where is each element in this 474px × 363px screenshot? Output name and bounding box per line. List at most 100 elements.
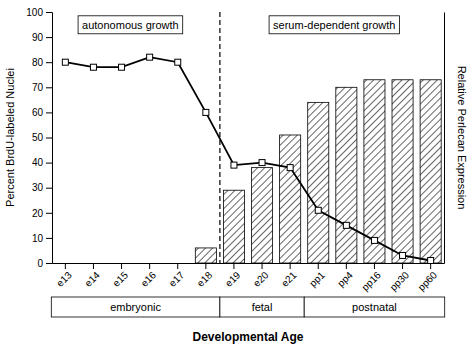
marker — [315, 207, 321, 213]
x-tick: e19 — [223, 263, 243, 289]
x-tick-label: e19 — [223, 269, 243, 289]
y-tick: 80 — [32, 57, 52, 68]
x-tick: e18 — [195, 263, 215, 289]
x-tick: pp16 — [359, 263, 383, 293]
y-tick-label: 60 — [32, 107, 44, 118]
bar — [336, 87, 357, 263]
markers — [62, 54, 433, 263]
x-tick: e15 — [110, 263, 130, 289]
x-tick: e13 — [54, 263, 74, 289]
x-tick: pp1 — [307, 263, 327, 289]
x-tick-label: pp30 — [388, 269, 412, 293]
y-axis: 0 10 20 30 40 50 60 70 80 90 100 — [26, 7, 52, 269]
x-tick-mark — [65, 263, 66, 269]
y-tick-mark — [46, 112, 52, 113]
marker — [119, 64, 125, 70]
y-tick-label: 30 — [32, 182, 44, 193]
y-tick: 10 — [32, 233, 52, 244]
y-tick: 30 — [32, 182, 52, 193]
marker — [147, 54, 153, 60]
x-tick-label: e20 — [251, 269, 271, 289]
y-tick: 70 — [32, 82, 52, 93]
marker — [428, 257, 434, 263]
y-tick-label: 80 — [32, 57, 44, 68]
x-tick: pp4 — [335, 263, 355, 289]
bar — [252, 168, 273, 263]
x-axis: e13 e14 e15 e16 e17 e18 e19 e20 e21 pp1 pp4pp16pp3… — [53, 263, 445, 293]
x-tick-label: e21 — [279, 269, 299, 289]
x-tick-mark — [402, 263, 403, 269]
x-tick-label: pp4 — [335, 269, 355, 289]
y-tick-label: 40 — [32, 157, 44, 168]
x-tick-label: pp60 — [416, 269, 440, 293]
axis-line — [53, 263, 445, 264]
x-tick-label: e18 — [195, 269, 215, 289]
bar — [308, 102, 329, 263]
y-tick-label: 0 — [37, 258, 43, 269]
y-tick: 0 — [37, 258, 52, 269]
x-tick: pp60 — [416, 263, 440, 293]
x-tick-mark — [121, 263, 122, 269]
y-tick-mark — [46, 37, 52, 38]
y-tick-label: 100 — [26, 7, 43, 18]
x-tick-mark — [290, 263, 291, 269]
bar — [420, 80, 441, 263]
y-tick: 40 — [32, 157, 52, 168]
chart: 0 10 20 30 40 50 60 70 80 90 100 e13 e14 e15 e16 e17 e18… — [0, 0, 474, 363]
y-tick-label: 10 — [32, 233, 44, 244]
x-tick-mark — [149, 263, 150, 269]
group-label: fetal — [252, 301, 273, 313]
annotation-text: serum-dependent growth — [273, 19, 395, 31]
bar — [280, 135, 301, 263]
x-tick-label: e13 — [54, 269, 74, 289]
y-axis-title: Percent BrdU-labeled Nuclei — [4, 68, 16, 207]
bar — [167, 263, 188, 264]
x-tick-mark — [374, 263, 375, 269]
x-axis-title: Developmental Age — [193, 330, 304, 344]
x-tick: e20 — [251, 263, 271, 289]
x-tick: e21 — [279, 263, 299, 289]
marker — [62, 59, 68, 65]
x-tick-label: e16 — [139, 269, 159, 289]
y-tick-label: 50 — [32, 132, 44, 143]
marker — [231, 162, 237, 168]
x-tick: e14 — [82, 263, 102, 289]
marker — [343, 222, 349, 228]
marker — [371, 237, 377, 243]
x-tick-label: pp1 — [307, 269, 327, 289]
y2-axis-title: Relative Perlecan Expression — [456, 66, 468, 210]
x-tick: e17 — [167, 263, 187, 289]
bar — [83, 263, 104, 264]
axis-line — [46, 13, 53, 264]
annotation: serum-dependent growth — [269, 16, 399, 34]
x-tick-label: e17 — [167, 269, 187, 289]
y-tick-label: 20 — [32, 208, 44, 219]
line — [65, 57, 430, 260]
x-tick-label: e15 — [110, 269, 130, 289]
bars — [195, 80, 441, 263]
y-tick-mark — [46, 138, 52, 139]
x-tick-mark — [93, 263, 94, 269]
x-tick-label: pp16 — [359, 269, 383, 293]
y-tick: 90 — [32, 32, 52, 43]
marker — [175, 59, 181, 65]
annotation: autonomous growth — [78, 16, 183, 34]
group-label: embryonic — [110, 301, 161, 313]
y-tick: 50 — [32, 132, 52, 143]
marker — [259, 160, 265, 166]
annotation-text: autonomous growth — [82, 19, 179, 31]
group-box — [51, 297, 220, 317]
bar — [223, 190, 244, 263]
bar — [55, 263, 76, 264]
x-tick-mark — [205, 263, 206, 269]
y-tick: 60 — [32, 107, 52, 118]
x-tick-mark — [346, 263, 347, 269]
y-tick-mark — [46, 188, 52, 189]
marks — [62, 54, 441, 263]
x-tick-mark — [262, 263, 263, 269]
group-box — [220, 297, 304, 317]
group-box — [304, 297, 445, 317]
divider — [219, 12, 220, 263]
x-tick-label: e14 — [82, 269, 102, 289]
annotation-box — [269, 16, 399, 34]
